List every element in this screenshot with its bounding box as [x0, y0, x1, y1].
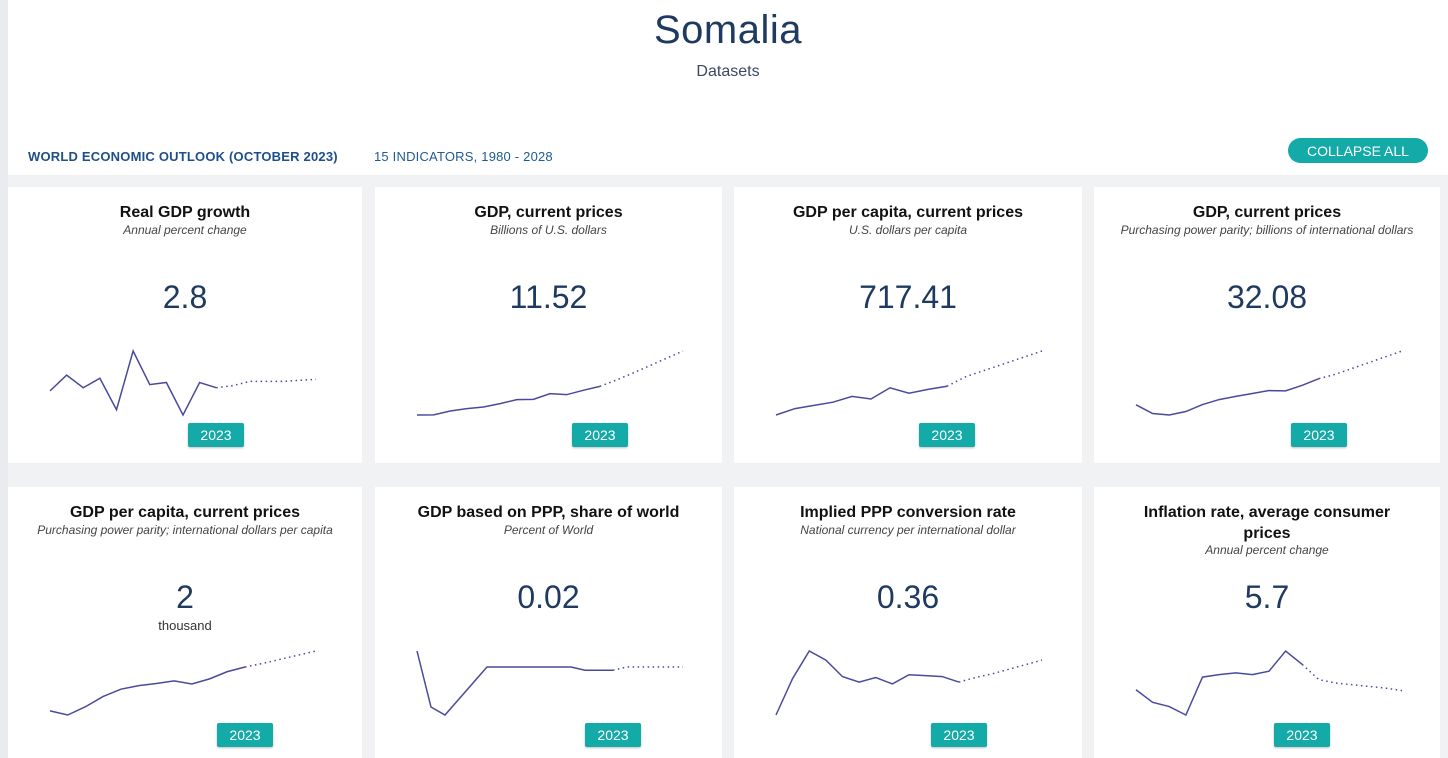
card-value: 11.52	[509, 279, 588, 315]
card-value: 0.02	[517, 579, 580, 615]
sparkline-projection	[946, 350, 1043, 387]
sparkline-actual	[416, 650, 613, 716]
sparkline-actual	[416, 385, 601, 416]
indicator-card[interactable]: GDP per capita, current prices Purchasing…	[8, 487, 362, 758]
sparkline-chart	[49, 650, 317, 716]
page-title: Somalia	[653, 8, 802, 52]
card-value: 717.41	[859, 279, 957, 315]
card-value: 0.36	[876, 579, 940, 615]
card-subtitle: Annual percent change	[1205, 543, 1329, 557]
card-value: 2.8	[162, 279, 208, 315]
sparkline-actual	[775, 649, 960, 716]
indicator-card[interactable]: GDP, current prices Billions of U.S. doll…	[375, 187, 722, 463]
year-button[interactable]: 2023	[931, 723, 987, 747]
card-subtitle: Annual percent change	[123, 223, 247, 237]
year-button[interactable]: 2023	[1274, 723, 1330, 747]
card-value: 2	[176, 579, 194, 615]
card-title: GDP, current prices	[1192, 204, 1342, 221]
card-title: GDP per capita, current prices	[69, 504, 300, 521]
year-button[interactable]: 2023	[1291, 423, 1347, 447]
year-button[interactable]: 2023	[217, 723, 273, 747]
card-subtitle: Purchasing power parity; international d…	[37, 523, 333, 537]
card-title: GDP based on PPP, share of world	[417, 504, 680, 521]
indicator-card[interactable]: GDP based on PPP, share of world Percent …	[375, 487, 722, 758]
year-button[interactable]: 2023	[188, 423, 244, 447]
sparkline-projection	[1301, 663, 1403, 692]
card-subtitle: National currency per international doll…	[800, 523, 1016, 537]
sparkline-projection	[599, 350, 684, 388]
card-unit: thousand	[158, 618, 212, 633]
dataset-section-header: WORLD ECONOMIC OUTLOOK (OCTOBER 2023) 15…	[8, 138, 1448, 174]
indicator-card[interactable]: Implied PPP conversion rate National curr…	[734, 487, 1082, 758]
card-value: 5.7	[1244, 579, 1290, 615]
collapse-all-button[interactable]: COLLAPSE ALL	[1288, 138, 1428, 163]
sparkline-chart	[1135, 649, 1403, 717]
indicator-card[interactable]: GDP, current prices Purchasing power pari…	[1094, 187, 1440, 463]
sparkline-chart	[1135, 350, 1403, 416]
sparkline-chart	[416, 650, 683, 716]
card-title: Implied PPP conversion rate	[800, 504, 1016, 521]
sparkline-projection	[244, 650, 317, 668]
card-subtitle: Purchasing power parity; billions of int…	[1120, 223, 1414, 237]
card-title: Real GDP growth	[119, 204, 251, 221]
card-title: Inflation rate, average consumer prices	[1143, 504, 1391, 542]
dataset-title[interactable]: WORLD ECONOMIC OUTLOOK (OCTOBER 2023)	[28, 149, 338, 164]
indicator-card[interactable]: Real GDP growth Annual percent change 2.8 2…	[8, 187, 362, 463]
indicator-card[interactable]: GDP per capita, current prices U.S. dolla…	[734, 187, 1082, 463]
year-button[interactable]: 2023	[572, 423, 628, 447]
indicator-card[interactable]: Inflation rate, average consumer prices A…	[1094, 487, 1440, 758]
sparkline-chart	[775, 350, 1043, 416]
card-subtitle: Percent of World	[503, 523, 594, 537]
left-rail	[0, 0, 8, 758]
dataset-info: 15 INDICATORS, 1980 - 2028	[374, 149, 553, 164]
sparkline-actual	[1135, 649, 1303, 717]
sparkline-chart	[49, 348, 317, 417]
card-value: 32.08	[1226, 279, 1308, 315]
sparkline-chart	[775, 649, 1043, 716]
sparkline-projection	[958, 659, 1043, 683]
sparkline-chart	[416, 350, 684, 416]
card-subtitle: Billions of U.S. dollars	[490, 223, 607, 237]
sparkline-projection	[1318, 350, 1403, 380]
page-subtitle: Datasets	[696, 63, 760, 80]
year-button[interactable]: 2023	[585, 723, 641, 747]
sparkline-projection	[612, 666, 683, 671]
sparkline-actual	[49, 348, 217, 417]
sparkline-projection	[216, 378, 317, 389]
sparkline-actual	[775, 385, 948, 416]
year-button[interactable]: 2023	[919, 423, 975, 447]
sparkline-actual	[49, 666, 246, 716]
card-subtitle: U.S. dollars per capita	[848, 223, 968, 237]
card-title: GDP, current prices	[474, 204, 623, 221]
card-title: GDP per capita, current prices	[792, 204, 1023, 221]
sparkline-actual	[1135, 377, 1320, 416]
